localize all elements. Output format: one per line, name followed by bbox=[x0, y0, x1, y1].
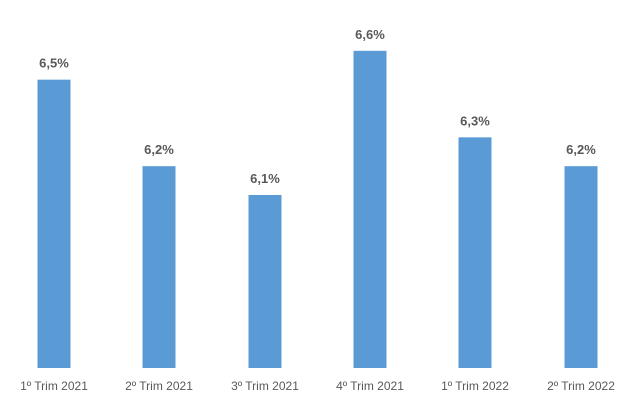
data-label-3: 6,1% bbox=[250, 171, 280, 186]
data-label-5: 6,3% bbox=[460, 113, 490, 128]
x-axis-tick-labels: 1º Trim 2021 2º Trim 2021 3º Trim 2021 4º T… bbox=[20, 379, 615, 393]
bar-1 bbox=[37, 79, 71, 369]
bar-4 bbox=[353, 50, 387, 368]
x-tick-label-2: 2º Trim 2021 bbox=[125, 379, 193, 393]
data-label-1: 6,5% bbox=[39, 56, 69, 71]
x-tick-label-1: 1º Trim 2021 bbox=[20, 379, 88, 393]
bars-group bbox=[37, 50, 598, 369]
bar-5 bbox=[458, 137, 492, 368]
data-label-6: 6,2% bbox=[566, 142, 596, 157]
x-tick-label-5: 1º Trim 2022 bbox=[441, 379, 509, 393]
x-tick-label-3: 3º Trim 2021 bbox=[231, 379, 299, 393]
x-tick-label-4: 4º Trim 2021 bbox=[336, 379, 404, 393]
bar-2 bbox=[142, 166, 176, 368]
bar-6 bbox=[564, 166, 598, 368]
data-label-4: 6,6% bbox=[355, 27, 385, 42]
bar-3 bbox=[248, 195, 282, 368]
x-tick-label-6: 2º Trim 2022 bbox=[547, 379, 615, 393]
data-labels-group: 6,5% 6,2% 6,1% 6,6% 6,3% 6,2% bbox=[39, 27, 596, 186]
data-label-2: 6,2% bbox=[144, 142, 174, 157]
